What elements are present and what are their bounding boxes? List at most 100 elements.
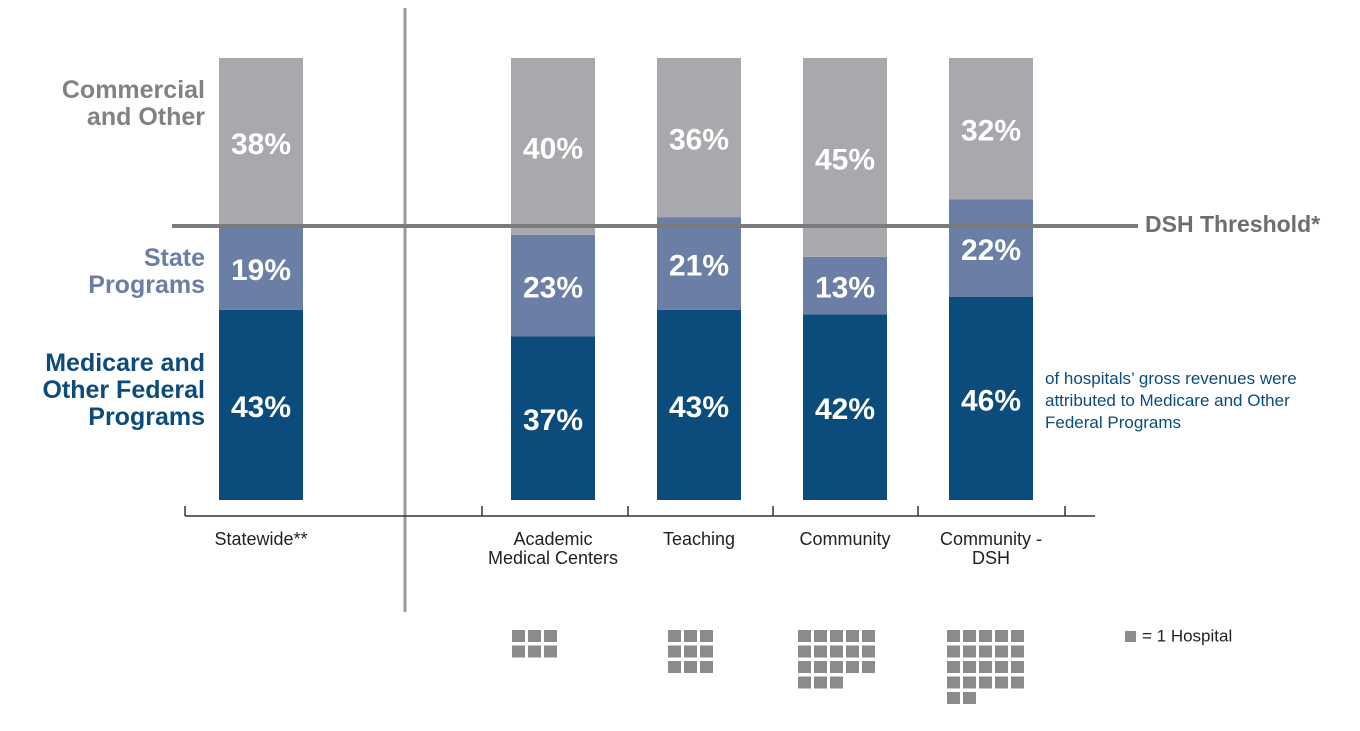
hospital-square <box>846 661 859 673</box>
value-label: 21% <box>669 249 729 282</box>
hospital-square <box>947 661 960 673</box>
hospital-square <box>544 630 557 642</box>
bar-segment <box>511 58 595 235</box>
hospital-square <box>1011 645 1024 658</box>
hospital-square <box>528 630 541 642</box>
bar-segment <box>657 217 741 310</box>
hospital-square <box>684 630 697 642</box>
bar-segment <box>949 199 1033 297</box>
hospital-count <box>668 630 713 673</box>
hospital-square <box>684 645 697 658</box>
bar-segment <box>657 309 741 500</box>
bar-segment <box>511 336 595 500</box>
value-label: 19% <box>231 254 291 287</box>
hospital-square <box>798 645 811 658</box>
hospital-square <box>814 645 827 658</box>
bar-segment <box>219 225 303 310</box>
value-label: 40% <box>523 132 583 165</box>
hospital-count <box>798 630 875 689</box>
hospital-square <box>995 645 1008 658</box>
hospital-square <box>1011 661 1024 673</box>
value-label: 45% <box>815 143 875 176</box>
x-tick-label: Teaching <box>662 529 736 549</box>
hospital-square <box>512 645 525 658</box>
hospital-square <box>830 630 843 642</box>
value-label: 46% <box>961 384 1021 417</box>
hospital-square <box>798 676 811 689</box>
hospital-square <box>963 630 976 642</box>
hospital-square <box>947 676 960 689</box>
hospital-square <box>700 645 713 658</box>
bar-segment <box>803 314 887 500</box>
hospital-square <box>814 676 827 689</box>
bar-segment <box>219 58 303 226</box>
hospital-square <box>528 645 541 658</box>
hospital-square <box>814 630 827 642</box>
series-label: Medicare and Other Federal Programs <box>42 349 205 431</box>
x-tick-label: Community -DSH <box>939 529 1042 569</box>
bar-segment <box>803 256 887 315</box>
hospital-square <box>830 661 843 673</box>
bar-segment <box>949 58 1033 200</box>
hospital-square <box>947 692 960 704</box>
hospital-count <box>512 630 557 658</box>
hospital-square <box>544 645 557 658</box>
x-tick-label: Community <box>799 529 891 549</box>
hospital-square <box>862 630 875 642</box>
hospital-square <box>963 661 976 673</box>
bar-segment <box>803 58 887 257</box>
value-label: 42% <box>815 393 875 426</box>
hospital-square <box>668 661 681 673</box>
x-tick-label: Statewide** <box>214 529 308 549</box>
threshold-label: DSH Threshold* <box>1145 211 1320 237</box>
hospital-square <box>830 645 843 658</box>
hospital-square <box>963 676 976 689</box>
hospital-square <box>995 630 1008 642</box>
hospital-square <box>963 645 976 658</box>
series-label: Commercial and Other <box>61 76 205 131</box>
hospital-square <box>979 645 992 658</box>
hospital-square <box>700 661 713 673</box>
bar-segment <box>219 309 303 500</box>
hospital-square <box>947 645 960 658</box>
hospital-square <box>846 630 859 642</box>
x-tick-label: Academic Medical Centers <box>487 529 619 569</box>
hospital-square <box>862 661 875 673</box>
legend-square <box>1125 631 1136 642</box>
series-label: State Programs <box>88 244 205 299</box>
hospital-square <box>862 645 875 658</box>
value-label: 37% <box>523 404 583 437</box>
hospital-square <box>963 692 976 704</box>
hospital-square <box>700 630 713 642</box>
hospital-square <box>668 645 681 658</box>
value-label: 38% <box>231 128 291 161</box>
hospital-square <box>979 661 992 673</box>
hospital-square <box>798 630 811 642</box>
value-label: 32% <box>961 115 1021 148</box>
hospital-square <box>814 661 827 673</box>
hospital-square <box>979 676 992 689</box>
value-label: 23% <box>523 272 583 305</box>
hospital-square <box>979 630 992 642</box>
hospital-square <box>947 630 960 642</box>
value-label: 13% <box>815 272 875 305</box>
value-label: 43% <box>669 391 729 424</box>
value-label: 36% <box>669 123 729 156</box>
value-label: 22% <box>961 234 1021 267</box>
legend-label: = 1 Hospital <box>1142 626 1232 645</box>
annotation: of hospitals’ gross revenues were attrib… <box>1045 369 1297 433</box>
bar-segment <box>657 58 741 218</box>
hospital-square <box>1011 676 1024 689</box>
hospital-square <box>512 630 525 642</box>
value-label: 43% <box>231 391 291 424</box>
hospital-square <box>668 630 681 642</box>
hospital-square <box>846 645 859 658</box>
bar-segment <box>949 296 1033 500</box>
hospital-square <box>995 661 1008 673</box>
bar-segment <box>511 234 595 337</box>
hospital-square <box>1011 630 1024 642</box>
hospital-square <box>830 676 843 689</box>
hospital-square <box>798 661 811 673</box>
